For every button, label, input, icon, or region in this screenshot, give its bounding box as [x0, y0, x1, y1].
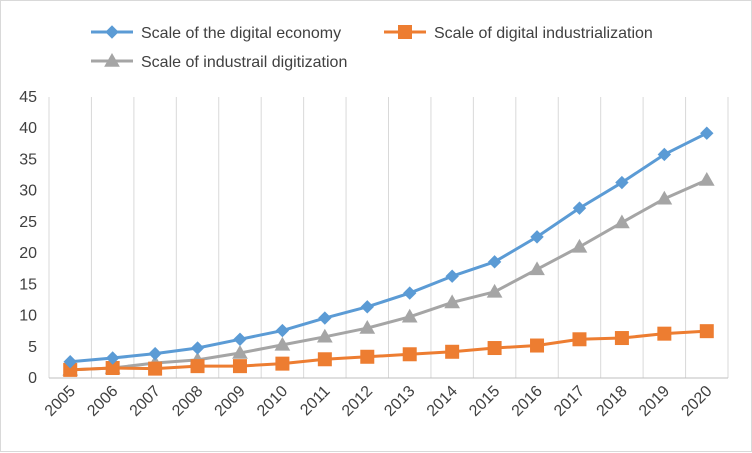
x-tick-label: 2017: [551, 383, 588, 420]
legend-item: Scale of industrail digitization: [91, 52, 347, 71]
y-tick-label: 25: [19, 214, 37, 231]
series-2: [63, 324, 714, 377]
data-point-marker: [359, 320, 376, 334]
data-point-marker: [360, 300, 374, 314]
legend-marker-swatch: [398, 25, 412, 39]
data-point-marker: [316, 328, 333, 343]
data-point-marker: [190, 359, 205, 374]
y-tick-label: 15: [19, 276, 37, 293]
data-point-marker: [148, 346, 162, 361]
data-point-marker: [190, 341, 205, 355]
data-point-marker: [317, 352, 332, 367]
legend-marker-swatch: [104, 52, 120, 67]
data-point-marker: [318, 311, 332, 325]
legend-item: Scale of digital industrialization: [384, 25, 653, 42]
x-tick-label: 2009: [212, 383, 249, 420]
legend-label: Scale of digital industrialization: [434, 25, 653, 42]
data-point-marker: [614, 331, 629, 346]
data-point-marker: [401, 308, 418, 323]
x-tick-label: 2014: [424, 383, 461, 420]
data-point-marker: [487, 341, 502, 356]
series-1: [63, 126, 714, 369]
x-tick-label: 2011: [297, 383, 333, 419]
data-point-marker: [360, 349, 375, 364]
series-line: [70, 131, 708, 364]
legend-item: Scale of the digital economy: [91, 25, 341, 42]
x-tick-label: 2005: [42, 383, 79, 420]
data-point-marker: [572, 332, 587, 347]
y-tick-label: 10: [19, 308, 37, 325]
data-point-marker: [233, 332, 247, 346]
x-tick-label: 2020: [678, 383, 715, 420]
data-point-marker: [445, 344, 460, 359]
y-tick-label: 20: [19, 245, 37, 262]
data-point-marker: [105, 351, 120, 365]
data-point-marker: [572, 201, 587, 215]
data-point-marker: [445, 269, 459, 283]
data-point-marker: [699, 324, 714, 339]
data-point-marker: [698, 172, 715, 186]
data-point-marker: [487, 255, 502, 269]
y-tick-label: 0: [28, 370, 37, 387]
x-tick-label: 2012: [339, 383, 376, 420]
x-tick-label: 2010: [254, 383, 291, 420]
series-line: [70, 178, 708, 372]
data-point-marker: [63, 355, 77, 369]
x-tick-label: 2019: [636, 383, 673, 420]
data-point-marker: [615, 175, 629, 190]
series-group: [62, 126, 715, 377]
data-point-marker: [403, 286, 417, 300]
legend-label: Scale of the digital economy: [141, 25, 341, 42]
legend: Scale of the digital economy Scale of dig…: [91, 25, 653, 71]
legend-label: Scale of industrail digitization: [141, 54, 347, 71]
data-point-marker: [657, 147, 672, 162]
gridlines: [48, 97, 729, 378]
data-point-marker: [274, 336, 291, 351]
y-tick-label: 45: [19, 89, 37, 106]
x-tick-label: 2007: [127, 383, 164, 420]
data-point-marker: [571, 238, 588, 253]
legend-marker-swatch: [105, 25, 119, 39]
data-point-marker: [529, 261, 545, 276]
y-tick-label: 35: [19, 151, 37, 168]
x-tick-label: 2006: [84, 383, 121, 420]
data-point-marker: [444, 294, 461, 309]
data-point-marker: [148, 361, 163, 376]
series-line: [70, 329, 707, 372]
x-tick-label: 2008: [169, 383, 206, 420]
x-tick-label: 2018: [594, 383, 631, 420]
x-tick-label: 2013: [381, 383, 418, 420]
y-tick-label: 5: [28, 339, 37, 356]
data-point-marker: [275, 323, 290, 338]
y-tick-label: 40: [19, 120, 37, 137]
data-point-marker: [275, 356, 290, 371]
data-point-marker: [530, 230, 544, 244]
data-point-marker: [656, 190, 673, 205]
x-tick-label: 2015: [466, 383, 503, 420]
y-tick-label: 30: [19, 183, 37, 200]
data-point-marker: [402, 347, 417, 362]
data-point-marker: [614, 214, 630, 229]
data-point-marker: [232, 345, 248, 359]
data-point-marker: [530, 338, 545, 353]
x-tick-label: 2016: [509, 383, 546, 420]
data-point-marker: [232, 359, 247, 374]
data-point-marker: [700, 126, 714, 140]
data-point-marker: [657, 326, 672, 341]
data-point-marker: [486, 283, 503, 298]
